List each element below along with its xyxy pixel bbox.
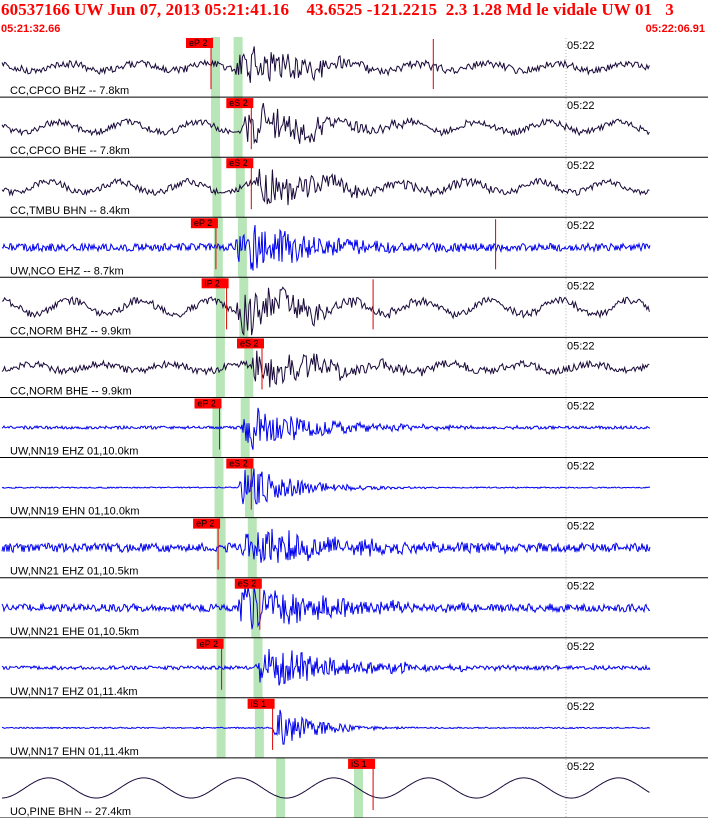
phase-pick-flag [226,458,254,469]
phase-pick-label: eS 2 [229,98,248,108]
channel-label: CC,CPCO BHE -- 7.8km [10,145,130,157]
pick-window-band [215,337,225,398]
time-tick-label: 05:22 [567,401,595,413]
time-tick-label: 05:22 [567,521,595,533]
waveform-trace [1,286,650,336]
phase-pick-flag [193,518,221,529]
pick-window-band [354,757,363,818]
phase-pick-label: eP 2 [196,519,214,529]
pick-window-band [244,337,254,398]
channel-label: UW,NN19 EHN 01,10.0km [10,506,140,518]
waveform-trace [1,46,650,83]
phase-pick-flag [186,38,213,48]
pick-window-band [213,217,223,278]
pick-window-band [214,457,224,518]
time-tick-label: 05:22 [567,461,595,473]
channel-label: CC,CPCO BHZ -- 7.8km [10,85,129,97]
phase-pick-label: eS 2 [240,338,259,348]
phase-pick-flag [226,158,254,169]
phase-pick-label: eS 2 [229,459,248,469]
pick-window-band [216,697,226,758]
pick-window-band [215,277,225,338]
phase-pick-label: iP 2 [205,278,220,288]
time-tick-label: 05:22 [567,761,595,773]
phase-pick-flag [190,218,218,229]
phase-pick-label: eP 2 [189,38,207,48]
window-end-time: 05:22:06.91 [645,23,705,35]
waveform-trace [1,350,650,388]
waveform-trace [1,407,651,450]
time-tick-label: 05:22 [567,641,595,653]
phase-pick-label: eP 2 [194,218,212,228]
pick-window-band [212,157,222,218]
waveform-trace [2,777,650,799]
pick-window-band [239,277,249,338]
time-tick-label: 05:22 [567,100,595,112]
pick-window-band [233,97,243,158]
phase-pick-flag [348,758,376,769]
waveform-trace [1,102,650,145]
window-start-time: 05:21:32.66 [1,23,61,35]
phase-pick-label: iS 1 [251,699,267,709]
phase-pick-flag [201,278,229,289]
channel-label: CC,TMBU BHN -- 8.4km [10,205,130,217]
phase-pick-flag [247,698,275,709]
channel-label: UW,NN17 EHZ 01,11.4km [10,686,138,698]
waveform-trace [1,709,651,745]
channel-label: UW,NN19 EHZ 01,10.0km [10,446,138,458]
waveform-trace [1,586,651,630]
time-tick-label: 05:22 [567,40,595,52]
channel-label: UW,NN17 EHN 01,11.4km [10,746,139,758]
seismogram-panel[interactable]: 05:22 eP 2 CC,CPCO BHZ -- 7.8km 05:22 eS 2 CC… [0,37,708,818]
pick-window-band [211,37,220,98]
time-tick-label: 05:22 [567,280,595,292]
channel-label: CC,NORM BHZ -- 9.9km [10,325,131,337]
phase-pick-flag [237,338,264,349]
time-tick-label: 05:22 [567,220,595,232]
phase-pick-label: eS 2 [229,158,248,168]
waveform-trace [1,468,651,505]
phase-pick-flag [194,398,222,409]
phase-pick-label: eP 2 [200,639,218,649]
channel-label: UW,NCO EHZ -- 8.7km [10,265,124,277]
time-tick-label: 05:22 [567,160,595,172]
event-header: 60537166 UW Jun 07, 2013 05:21:41.16 43.… [0,0,708,37]
time-tick-label: 05:22 [567,701,595,713]
pick-window-band [251,577,261,638]
time-tick-label: 05:22 [567,340,595,352]
channel-label: UO,PINE BHN -- 27.4km [10,806,131,818]
phase-pick-flag [226,98,254,109]
event-title: 60537166 UW Jun 07, 2013 05:21:41.16 43.… [1,0,674,19]
seismogram-canvas[interactable]: 05:22 eP 2 CC,CPCO BHZ -- 7.8km 05:22 eS 2 CC… [0,37,708,818]
phase-pick-flag [234,578,262,589]
waveform-trace [1,648,651,686]
phase-pick-label: iS 1 [351,759,367,769]
channel-label: UW,NN21 EHZ 01,10.5km [10,566,138,578]
phase-pick-label: eS 2 [238,579,257,589]
pick-window-band [276,757,286,818]
time-tick-label: 05:22 [567,581,595,593]
channel-label: UW,NN21 EHE 01,10.5km [10,626,139,638]
waveform-trace [1,224,651,271]
phase-pick-label: eP 2 [198,399,216,409]
pick-window-band [245,457,254,518]
channel-label: CC,NORM BHE -- 9.9km [10,386,132,398]
waveform-trace [1,528,651,563]
phase-pick-flag [196,638,224,649]
waveform-trace [1,168,650,206]
pick-window-band [216,517,226,578]
